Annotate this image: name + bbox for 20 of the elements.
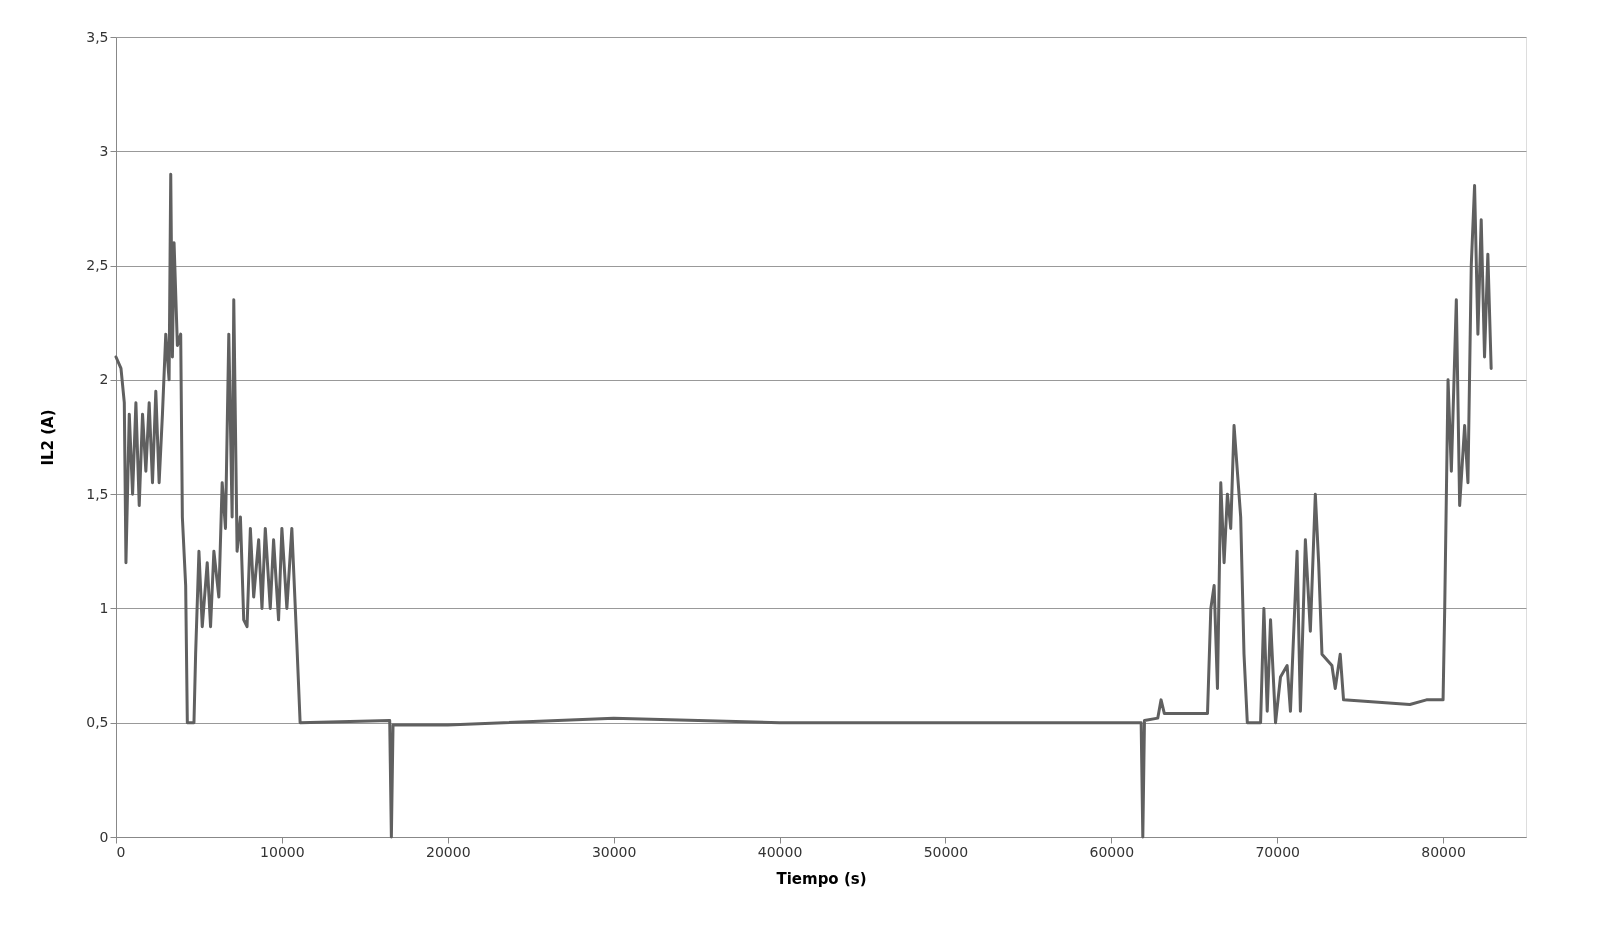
line-series	[114, 172, 1493, 839]
y-tick-label: 1,5	[86, 485, 109, 502]
y-tick-label: 3	[99, 142, 109, 159]
x-tick-label: 60000	[1089, 843, 1135, 860]
y-axis-title: IL2 (A)	[39, 409, 58, 466]
x-tick-label: 20000	[425, 843, 471, 860]
x-tick-label: 10000	[260, 843, 305, 860]
x-tick-label: 70000	[1255, 843, 1300, 860]
y-tick-label: 1	[99, 599, 109, 616]
y-tick-label: 3,5	[86, 28, 109, 45]
x-tick-label: 30000	[591, 843, 637, 860]
x-axis-title: Tiempo (s)	[776, 869, 867, 888]
y-tick-label: 0,5	[86, 714, 109, 731]
y-tick-label: 2	[99, 371, 109, 388]
y-tick-label: 2,5	[86, 257, 109, 274]
x-tick-label: 80000	[1421, 843, 1466, 860]
x-tick-label: 0	[116, 843, 126, 860]
y-tick-label: 0	[99, 828, 109, 845]
x-tick-label: 50000	[923, 843, 969, 860]
x-tick-label: 40000	[757, 843, 803, 860]
